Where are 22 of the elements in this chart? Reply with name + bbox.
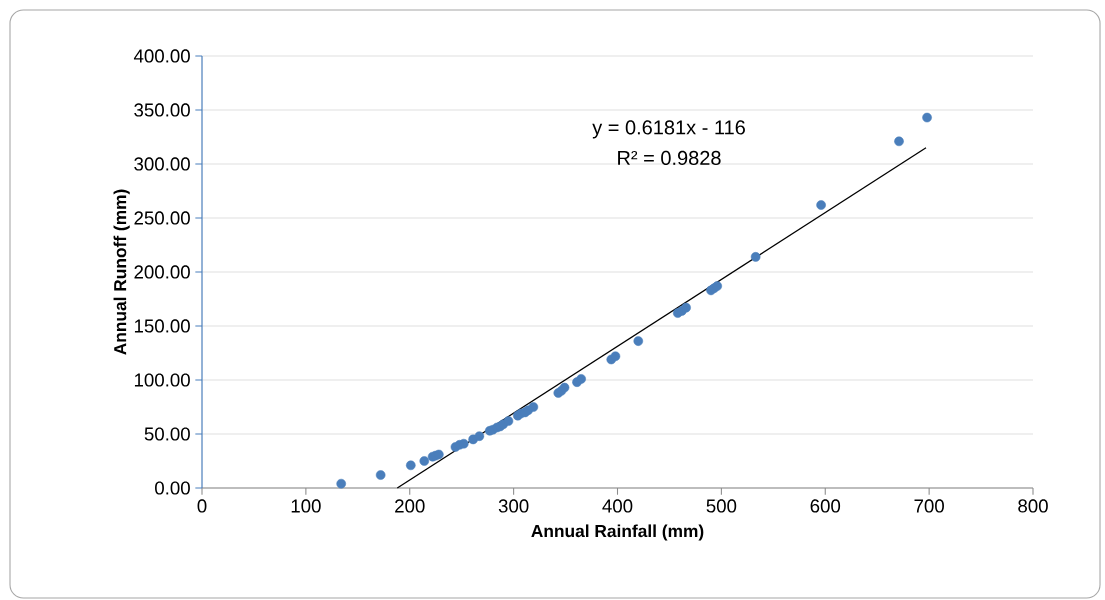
annotation: y = 0.6181x - 116 [592, 120, 745, 139]
x-tick-label: 700 [914, 499, 944, 513]
x-tick-label: 400 [602, 499, 633, 513]
y-tick-label: 250.00 [134, 211, 190, 225]
y-tick-label: 350.00 [134, 103, 190, 117]
y-tick-label: 50.00 [144, 427, 190, 441]
x-tick-label: 100 [291, 499, 321, 513]
x-tick-label: 0 [197, 499, 207, 513]
y-tick-label: 300.00 [134, 157, 190, 171]
annotation: R² = 0.9828 [618, 150, 721, 166]
y-tick-label: 200.00 [134, 265, 190, 279]
x-tick-label: 300 [498, 499, 529, 513]
x-tick-label: 600 [810, 499, 841, 513]
x-tick-label: 500 [706, 499, 737, 513]
y-tick-label: 150.00 [134, 319, 190, 333]
y-tick-label: 100.00 [134, 373, 190, 387]
x-tick-label: 200 [395, 499, 425, 513]
y-tick-label: 0.00 [155, 481, 190, 495]
x-tick-label: 800 [1018, 499, 1048, 513]
y-axis-title: Annual Runoff (mm) [113, 189, 130, 355]
y-tick-label: 400.00 [133, 49, 190, 63]
x-axis-title: Annual Rainfall (mm) [531, 524, 704, 541]
